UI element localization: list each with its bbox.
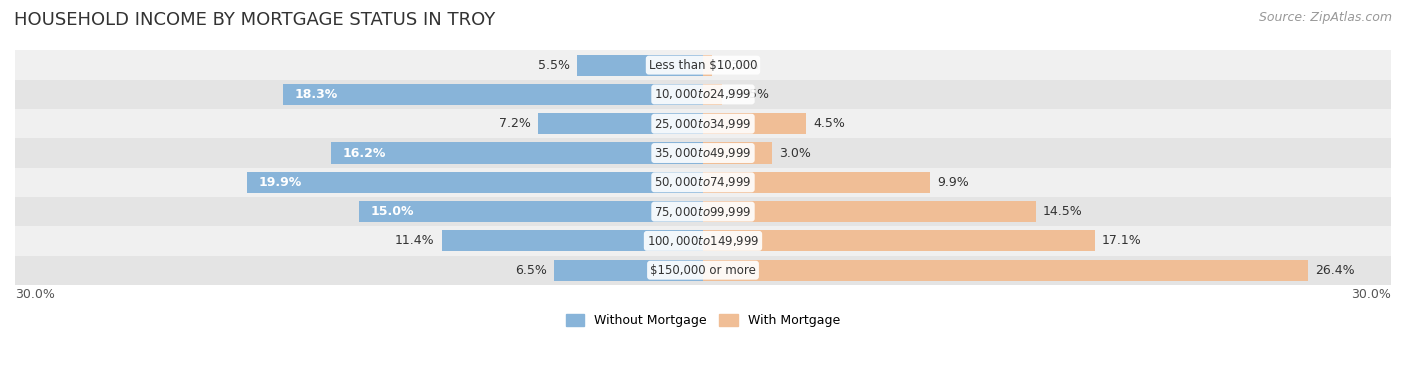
Bar (703, 84, 723, 105)
Bar (15, 256, 1391, 285)
Bar (15, 109, 1391, 138)
Bar (15, 138, 1391, 168)
Text: 0.85%: 0.85% (730, 88, 769, 101)
Bar (332, 143, 703, 164)
Bar (554, 260, 703, 281)
Bar (15, 80, 1391, 109)
Bar (15, 168, 1391, 197)
Text: HOUSEHOLD INCOME BY MORTGAGE STATUS IN TROY: HOUSEHOLD INCOME BY MORTGAGE STATUS IN T… (14, 11, 495, 29)
Bar (246, 172, 703, 193)
Text: 6.5%: 6.5% (515, 264, 547, 277)
Text: 9.9%: 9.9% (936, 176, 969, 189)
Bar (703, 230, 1095, 251)
Text: $75,000 to $99,999: $75,000 to $99,999 (654, 204, 752, 218)
Text: $50,000 to $74,999: $50,000 to $74,999 (654, 175, 752, 189)
Text: 14.5%: 14.5% (1042, 205, 1083, 218)
Text: 18.3%: 18.3% (295, 88, 337, 101)
Text: Source: ZipAtlas.com: Source: ZipAtlas.com (1258, 11, 1392, 24)
Bar (15, 51, 1391, 80)
Text: 26.4%: 26.4% (1316, 264, 1355, 277)
Text: $100,000 to $149,999: $100,000 to $149,999 (647, 234, 759, 248)
Bar (359, 201, 703, 222)
Bar (441, 230, 703, 251)
Text: 3.0%: 3.0% (779, 147, 810, 160)
Bar (15, 197, 1391, 226)
Text: 15.0%: 15.0% (370, 205, 413, 218)
Text: 11.4%: 11.4% (395, 234, 434, 248)
Bar (703, 260, 1309, 281)
Text: 5.5%: 5.5% (538, 59, 569, 72)
Text: $150,000 or more: $150,000 or more (650, 264, 756, 277)
Bar (703, 113, 806, 134)
Legend: Without Mortgage, With Mortgage: Without Mortgage, With Mortgage (561, 309, 845, 332)
Text: 4.5%: 4.5% (813, 117, 845, 130)
Text: 17.1%: 17.1% (1102, 234, 1142, 248)
Text: Less than $10,000: Less than $10,000 (648, 59, 758, 72)
Text: 30.0%: 30.0% (15, 288, 55, 301)
Bar (284, 84, 703, 105)
Text: $10,000 to $24,999: $10,000 to $24,999 (654, 87, 752, 101)
Bar (15, 226, 1391, 256)
Text: 19.9%: 19.9% (259, 176, 301, 189)
Bar (703, 201, 1036, 222)
Text: 16.2%: 16.2% (343, 147, 387, 160)
Bar (703, 172, 929, 193)
Text: $35,000 to $49,999: $35,000 to $49,999 (654, 146, 752, 160)
Text: 30.0%: 30.0% (1351, 288, 1391, 301)
Text: $25,000 to $34,999: $25,000 to $34,999 (654, 117, 752, 131)
Bar (703, 54, 711, 76)
Text: 0.39%: 0.39% (718, 59, 759, 72)
Bar (703, 143, 772, 164)
Text: 7.2%: 7.2% (499, 117, 531, 130)
Bar (576, 54, 703, 76)
Bar (538, 113, 703, 134)
